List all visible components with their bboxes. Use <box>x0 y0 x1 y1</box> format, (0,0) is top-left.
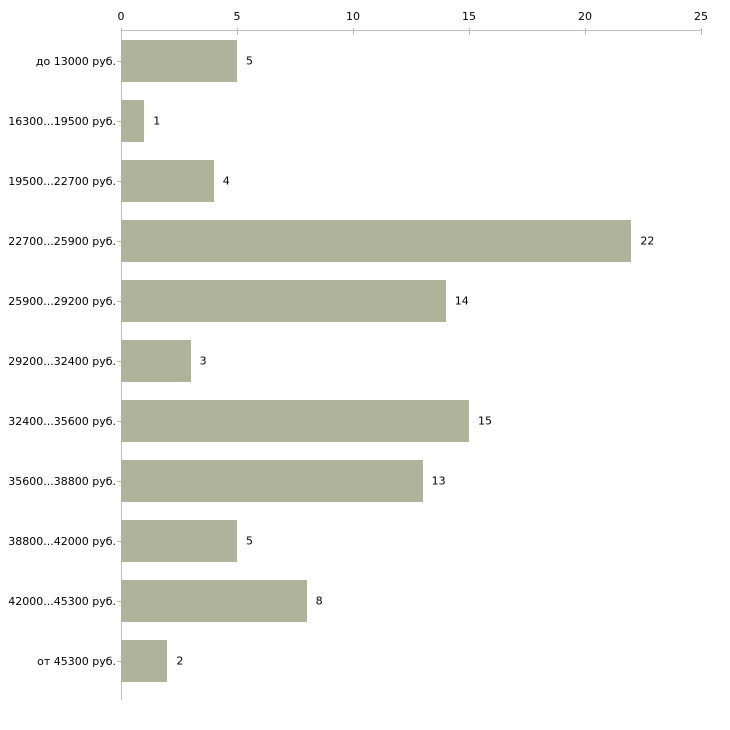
bar <box>121 640 168 682</box>
bar <box>121 40 237 82</box>
bar-track: 1 <box>121 91 701 151</box>
x-axis-line <box>121 30 701 31</box>
bar <box>121 340 191 382</box>
x-tick-label: 0 <box>117 10 125 23</box>
category-cell: 42000...45300 руб. <box>0 571 121 631</box>
category-cell: 38800...42000 руб. <box>0 511 121 571</box>
bar-value-label: 4 <box>222 174 230 188</box>
bar-track: 2 <box>121 631 701 691</box>
category-tick-mark <box>117 60 121 62</box>
bar-row: от 45300 руб. 2 <box>0 631 730 691</box>
bar-value-label: 14 <box>454 294 469 308</box>
category-tick-mark <box>117 240 121 242</box>
bar <box>121 280 446 322</box>
bar-row: до 13000 руб. 5 <box>0 31 730 91</box>
category-cell: 32400...35600 руб. <box>0 391 121 451</box>
x-tick-label: 15 <box>462 10 476 23</box>
category-tick-mark <box>117 480 121 482</box>
bar <box>121 460 423 502</box>
x-tick-mark <box>584 28 586 35</box>
plot-rows: до 13000 руб. 5 16300...19500 руб. 1 19500..… <box>0 31 730 691</box>
category-tick-mark <box>117 120 121 122</box>
x-tick-label: 20 <box>578 10 592 23</box>
category-label: 35600...38800 руб. <box>8 474 116 488</box>
category-cell: 16300...19500 руб. <box>0 91 121 151</box>
bar-value-label: 3 <box>199 354 207 368</box>
category-cell: 35600...38800 руб. <box>0 451 121 511</box>
bar-value-label: 13 <box>431 474 446 488</box>
bar <box>121 100 145 142</box>
category-label: от 45300 руб. <box>37 654 116 668</box>
bar-row: 35600...38800 руб. 13 <box>0 451 730 511</box>
category-tick-mark <box>117 540 121 542</box>
category-label: до 13000 руб. <box>35 54 116 68</box>
x-tick-mark <box>468 28 470 35</box>
bar-row: 19500...22700 руб. 4 <box>0 151 730 211</box>
category-tick-mark <box>117 600 121 602</box>
x-axis: 0 5 10 15 20 25 <box>117 9 708 35</box>
bar-row: 38800...42000 руб. 5 <box>0 511 730 571</box>
bar-value-label: 2 <box>176 654 184 668</box>
category-tick-mark <box>117 180 121 182</box>
bar-track: 13 <box>121 451 701 511</box>
category-label: 32400...35600 руб. <box>8 414 116 428</box>
bar-track: 4 <box>121 151 701 211</box>
x-tick-mark <box>236 28 238 35</box>
bar-value-label: 1 <box>153 114 161 128</box>
bar-value-label: 8 <box>315 594 323 608</box>
x-tick-mark <box>352 28 354 35</box>
category-label: 16300...19500 руб. <box>8 114 116 128</box>
bar <box>121 580 307 622</box>
bar-track: 14 <box>121 271 701 331</box>
category-cell: 19500...22700 руб. <box>0 151 121 211</box>
x-tick-label: 10 <box>346 10 360 23</box>
bar <box>121 520 237 562</box>
bar-value-label: 5 <box>246 54 253 68</box>
bar-track: 15 <box>121 391 701 451</box>
bar-row: 42000...45300 руб. 8 <box>0 571 730 631</box>
bar-row: 32400...35600 руб. 15 <box>0 391 730 451</box>
category-label: 25900...29200 руб. <box>8 294 116 308</box>
bar-track: 3 <box>121 331 701 391</box>
bar <box>121 220 632 262</box>
category-tick-mark <box>117 660 121 662</box>
bar-value-label: 15 <box>478 414 492 428</box>
category-tick-mark <box>117 360 121 362</box>
bar-value-label: 5 <box>246 534 253 548</box>
bar-row: 22700...25900 руб. 22 <box>0 211 730 271</box>
category-cell: 25900...29200 руб. <box>0 271 121 331</box>
x-tick-label: 25 <box>694 10 708 23</box>
category-label: 42000...45300 руб. <box>8 594 116 608</box>
x-tick-label: 5 <box>233 10 241 23</box>
bar-row: 29200...32400 руб. 3 <box>0 331 730 391</box>
category-cell: 22700...25900 руб. <box>0 211 121 271</box>
bar-row: 25900...29200 руб. 14 <box>0 271 730 331</box>
bar-track: 22 <box>121 211 701 271</box>
category-cell: до 13000 руб. <box>0 31 121 91</box>
category-label: 19500...22700 руб. <box>8 174 116 188</box>
bar-track: 5 <box>121 511 701 571</box>
category-tick-mark <box>117 420 121 422</box>
category-label: 22700...25900 руб. <box>8 234 116 248</box>
bar-track: 5 <box>121 31 701 91</box>
category-cell: 29200...32400 руб. <box>0 331 121 391</box>
bar <box>121 400 469 442</box>
category-cell: от 45300 руб. <box>0 631 121 691</box>
category-tick-mark <box>117 300 121 302</box>
bar-track: 8 <box>121 571 701 631</box>
category-label: 38800...42000 руб. <box>8 534 116 548</box>
bar <box>121 160 214 202</box>
x-tick-mark <box>700 28 702 35</box>
bar-row: 16300...19500 руб. 1 <box>0 91 730 151</box>
category-label: 29200...32400 руб. <box>8 354 116 368</box>
bar-value-label: 22 <box>640 234 655 248</box>
